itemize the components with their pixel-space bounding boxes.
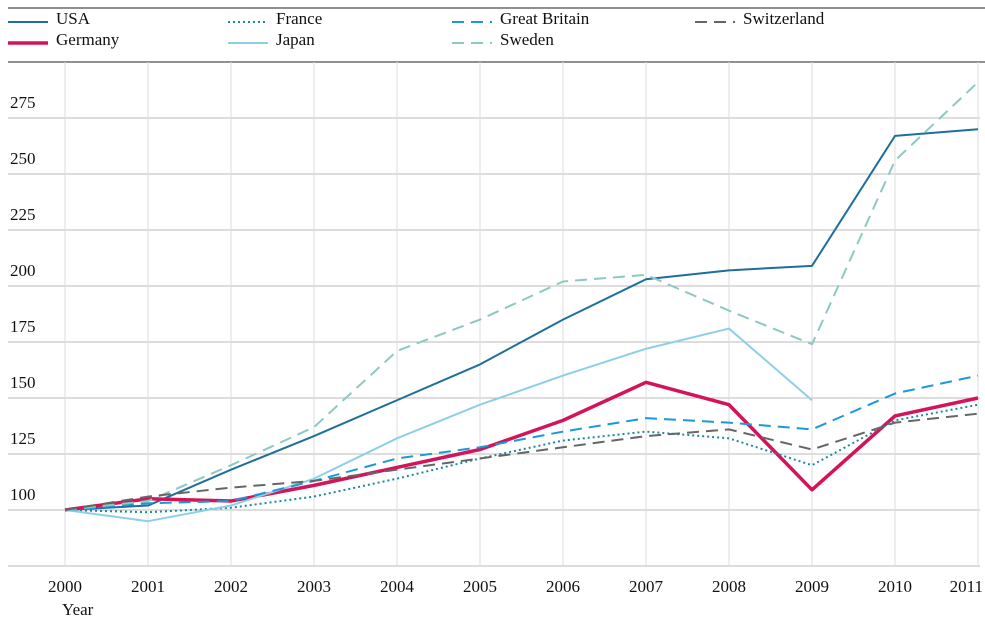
x-tick-label: 2004 — [380, 577, 415, 596]
y-tick-label: 150 — [10, 373, 36, 392]
x-tick-label: 2011 — [950, 577, 983, 596]
x-tick-label: 2001 — [131, 577, 165, 596]
y-tick-label: 250 — [10, 149, 36, 168]
y-tick-label: 125 — [10, 429, 36, 448]
legend-label: Germany — [56, 30, 120, 49]
x-tick-label: 2010 — [878, 577, 912, 596]
y-tick-label: 100 — [10, 485, 36, 504]
x-tick-label: 2007 — [629, 577, 664, 596]
x-tick-label: 2006 — [546, 577, 580, 596]
x-tick-label: 2005 — [463, 577, 497, 596]
x-tick-label: 2008 — [712, 577, 746, 596]
series-line — [64, 403, 979, 514]
legend-label: Switzerland — [743, 9, 825, 28]
legend-label: Sweden — [500, 30, 554, 49]
series-line — [64, 412, 979, 511]
legend-label: Great Britain — [500, 9, 590, 28]
y-tick-label: 175 — [10, 317, 36, 336]
x-tick-label: 2000 — [48, 577, 82, 596]
legend-label: Japan — [276, 30, 315, 49]
y-tick-label: 275 — [10, 93, 36, 112]
x-tick-label: 2009 — [795, 577, 829, 596]
series-line — [64, 374, 979, 511]
y-tick-label: 200 — [10, 261, 36, 280]
series-line — [64, 327, 813, 523]
legend-label: France — [276, 9, 322, 28]
x-tick-label: 2003 — [297, 577, 331, 596]
y-tick-label: 225 — [10, 205, 36, 224]
series-line — [64, 128, 979, 511]
series-line — [64, 81, 979, 511]
legend-label: USA — [56, 9, 91, 28]
x-tick-label: 2002 — [214, 577, 248, 596]
x-axis-label: Year — [62, 600, 94, 619]
